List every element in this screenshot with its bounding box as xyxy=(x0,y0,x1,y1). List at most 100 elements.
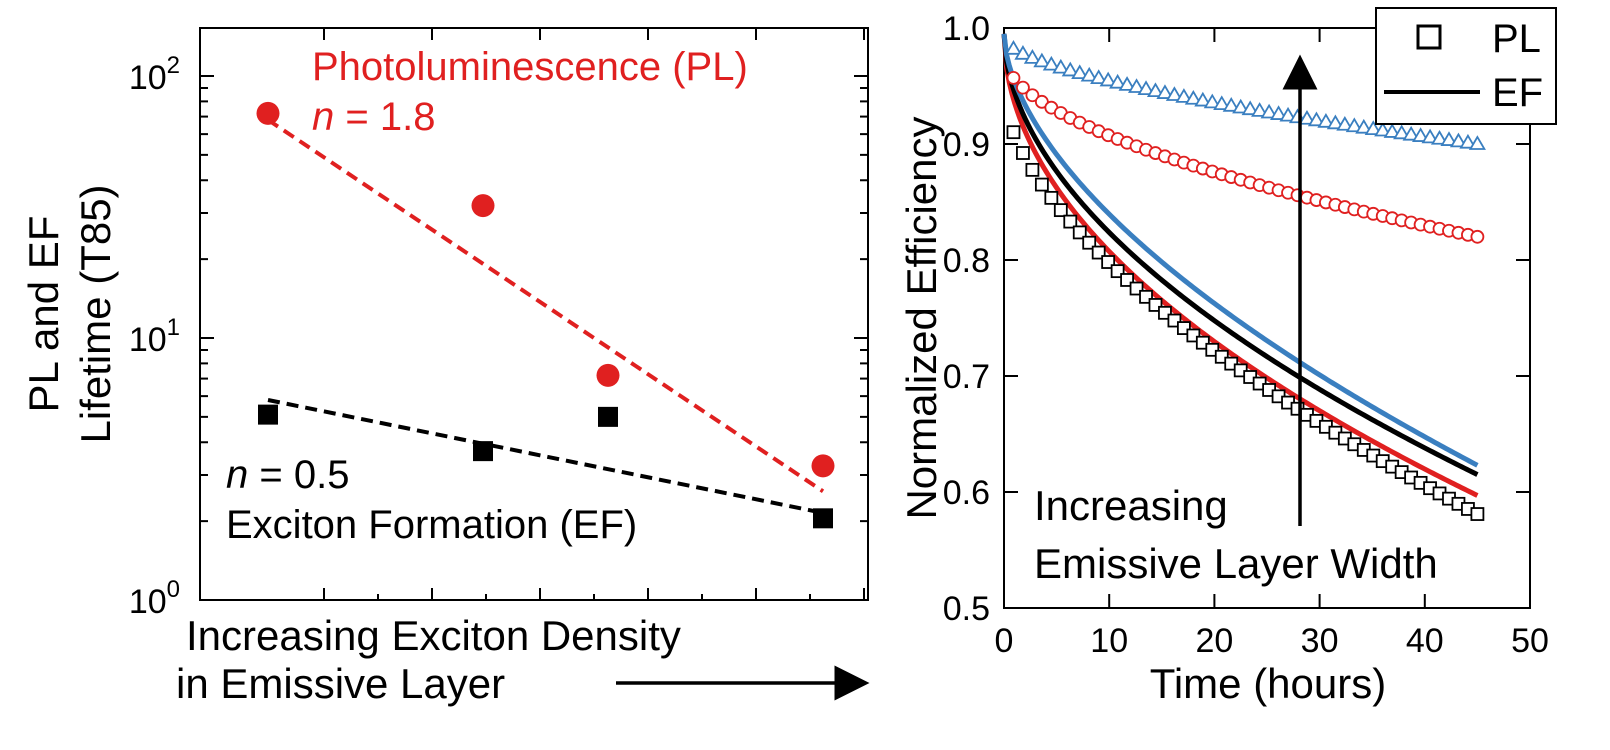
right-x-tick-label: 20 xyxy=(1195,622,1233,660)
pl-triangle-marker xyxy=(1270,105,1288,120)
ef-curve xyxy=(1001,33,1479,477)
tick-exponent: 0 xyxy=(167,576,180,603)
left-ticks xyxy=(200,28,868,601)
tick-exponent: 1 xyxy=(167,314,180,341)
tick-base: 10 xyxy=(129,321,167,359)
right-annotation-line1: Increasing xyxy=(1034,482,1228,529)
pl-triangle-marker xyxy=(1042,55,1060,71)
pl-triangle-marker xyxy=(1345,117,1363,133)
left-plot-frame xyxy=(199,27,869,601)
pl-triangle-marker xyxy=(1137,80,1155,95)
right-plot-frame xyxy=(1003,27,1531,609)
left-x-axis-label-line2: in Emissive Layer xyxy=(176,660,505,707)
left-y-axis-label-line1: PL and EF xyxy=(20,216,67,413)
ef-n-symbol: n xyxy=(226,453,248,497)
legend: PL EF xyxy=(1375,7,1557,125)
right-y-tick-label: 0.5 xyxy=(943,590,990,628)
right-x-tick-label: 50 xyxy=(1511,622,1549,660)
pl-series-label: Photoluminescence (PL) xyxy=(312,45,748,89)
pl-triangle-marker xyxy=(1061,61,1079,77)
pl-triangle-marker xyxy=(1383,123,1401,138)
ef-data-point xyxy=(598,406,618,427)
pl-triangle-marker xyxy=(1071,64,1089,80)
pl-triangle-marker xyxy=(1184,89,1202,105)
pl-triangle-marker xyxy=(1355,118,1373,134)
pl-square-marker xyxy=(1053,203,1068,218)
pl-triangle-marker xyxy=(1241,100,1259,116)
pl-triangle-marker xyxy=(1364,120,1382,135)
pl-triangle-marker xyxy=(1118,76,1136,91)
pl-triangle-marker xyxy=(1213,95,1231,111)
pl-triangle-marker xyxy=(1080,66,1098,82)
pl-triangle-marker xyxy=(1317,113,1335,128)
pl-triangle-marker xyxy=(1194,91,1212,107)
pl-fit-line xyxy=(266,118,825,493)
pl-circle-marker xyxy=(1016,80,1030,95)
pl-square-marker xyxy=(1025,162,1040,177)
pl-triangle-marker xyxy=(1421,128,1439,144)
legend-pl-label: PL xyxy=(1492,17,1541,61)
ef-data-point xyxy=(813,508,833,529)
pl-triangle-marker xyxy=(1222,97,1240,112)
pl-triangle-marker xyxy=(1260,103,1278,119)
ef-n-value: = 0.5 xyxy=(248,453,349,497)
pl-triangle-marker xyxy=(1033,52,1051,68)
pl-triangle-marker xyxy=(1175,88,1193,103)
pl-triangle-marker xyxy=(1440,131,1458,146)
pl-circle-marker xyxy=(1470,229,1485,244)
ef-fit-line xyxy=(267,398,824,515)
left-y-axis-label-line2: Lifetime (T85) xyxy=(72,184,119,443)
pl-triangle-marker xyxy=(1468,135,1486,150)
left-fit-lines xyxy=(266,118,825,515)
right-x-tick-label: 10 xyxy=(1090,622,1128,660)
pl-triangle-marker xyxy=(1052,58,1070,74)
tick-exponent: 2 xyxy=(167,52,180,79)
right-x-tick-label: 40 xyxy=(1406,622,1444,660)
legend-ef-label: EF xyxy=(1492,71,1543,115)
right-x-axis-label: Time (hours) xyxy=(1150,660,1386,707)
ef-curve xyxy=(1001,33,1479,468)
right-y-tick-labels: 0.5 0.6 0.7 0.8 0.9 1.0 xyxy=(943,10,990,628)
pl-triangle-marker xyxy=(1232,98,1250,114)
pl-triangle-marker xyxy=(1326,114,1344,130)
right-x-tick-label: 0 xyxy=(995,622,1014,660)
pl-square-marker xyxy=(1016,146,1030,160)
left-y-tick-label: 102 xyxy=(129,52,180,97)
pl-data-point xyxy=(256,101,280,125)
pl-n-symbol: n xyxy=(312,95,334,139)
pl-triangle-marker xyxy=(1279,106,1297,122)
pl-triangle-marker xyxy=(1090,69,1108,84)
right-y-tick-label: 0.9 xyxy=(943,126,990,164)
pl-triangle-marker xyxy=(1459,133,1477,149)
right-y-axis-label: Normalized Efficiency xyxy=(898,116,945,519)
ef-data-point xyxy=(473,441,493,462)
pl-square-marker xyxy=(1034,177,1049,192)
right-x-tick-labels: 0 10 20 30 40 50 xyxy=(995,622,1549,660)
legend-box xyxy=(1375,7,1557,125)
pl-triangle-marker xyxy=(1307,111,1326,127)
legend-pl-marker xyxy=(1416,24,1442,50)
ef-series-label: Exciton Formation (EF) xyxy=(226,503,637,547)
ef-fit-exponent-label: n = 0.5 xyxy=(226,453,349,497)
pl-n-value: = 1.8 xyxy=(334,95,435,139)
tick-base: 10 xyxy=(129,59,167,97)
pl-markers xyxy=(1004,40,1486,521)
right-y-tick-label: 1.0 xyxy=(943,10,990,48)
pl-triangle-marker xyxy=(1146,82,1165,98)
left-data-points xyxy=(256,101,835,529)
pl-circle-marker xyxy=(1025,88,1040,103)
pl-triangle-marker xyxy=(1156,84,1174,99)
ef-lines xyxy=(1001,33,1479,498)
pl-fit-exponent-label: n = 1.8 xyxy=(312,95,435,139)
pl-triangle-marker xyxy=(1251,102,1269,117)
pl-data-point xyxy=(811,454,835,478)
pl-data-point xyxy=(596,363,620,387)
pl-triangle-marker xyxy=(1023,49,1041,64)
pl-data-point xyxy=(471,194,495,218)
pl-square-marker xyxy=(1044,190,1059,205)
pl-triangle-marker xyxy=(1402,125,1420,141)
pl-triangle-marker xyxy=(1004,40,1023,55)
right-y-tick-label: 0.7 xyxy=(943,358,990,396)
